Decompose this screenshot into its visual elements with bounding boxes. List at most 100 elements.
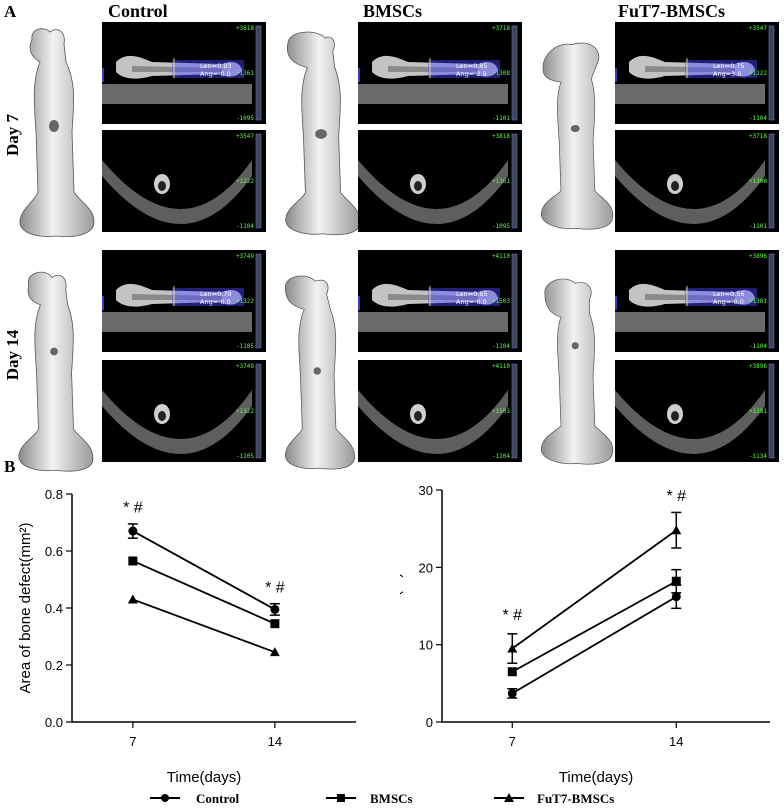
ct-scale-label: -1104 xyxy=(749,115,767,122)
ct-length-readout: Len=0.85 xyxy=(456,62,488,70)
ct-scale-label: +1503 xyxy=(492,298,510,305)
ct-scale-label: +1322 xyxy=(236,408,254,415)
data-point-bmscs xyxy=(270,619,280,629)
legend-item-fut7-bmscs: FuT7-BMSCs xyxy=(494,791,614,806)
ct-panel-axial-3-2: +3896 +1381 -1134 xyxy=(615,360,779,462)
y-tick-label: 0.2 xyxy=(45,658,63,673)
series-line-control xyxy=(132,530,276,611)
y-tick-label: 20 xyxy=(419,560,433,575)
ct-scale-label: -1104 xyxy=(236,223,254,230)
panel-label-b: B xyxy=(4,457,16,476)
femur-3d-render-control-day7 xyxy=(19,28,95,238)
data-point-fut7-bmscs xyxy=(127,594,138,604)
ct-scale-label: +1308 xyxy=(749,178,767,185)
ct-scale-label: +1361 xyxy=(236,70,254,77)
ct-angle-readout: Ang=-0.0 xyxy=(200,70,231,78)
column-header-bmscs: BMSCs xyxy=(363,1,423,21)
ct-scale-label: +3896 xyxy=(749,363,767,370)
ct-angle-readout: Ang=3.0 xyxy=(713,70,741,78)
data-point-control xyxy=(507,688,517,698)
ct-scale-label: +1361 xyxy=(492,178,510,185)
ct-scale-label: +1381 xyxy=(749,298,767,305)
chart-bv-tv: 0 10 20 30 7 14 Time(days) BV/TV(%) * # * # xyxy=(400,483,770,786)
legend: Control BMSCs FuT7-BMSCs xyxy=(150,791,614,806)
data-point-bmscs xyxy=(128,556,138,566)
ct-scale-label: +4110 xyxy=(492,363,510,370)
y-tick-label: 0.8 xyxy=(45,487,63,502)
legend-label-control: Control xyxy=(196,791,239,806)
x-tick-label: 14 xyxy=(669,734,683,749)
femur-3d-render-fut7-day14 xyxy=(540,278,614,465)
ct-panel-axial-1-2: +3718 +1308 -1101 xyxy=(615,130,779,232)
ct-angle-readout: Ang=-0.0 xyxy=(456,298,487,306)
column-header-control: Control xyxy=(108,1,168,21)
y-tick-label: 0.6 xyxy=(45,544,63,559)
ct-scale-label: -1101 xyxy=(749,223,767,230)
data-point-fut7-bmscs xyxy=(671,525,682,535)
femur-3d-render-control-day14 xyxy=(18,271,94,472)
series-line-fut7-bmscs xyxy=(132,598,276,654)
significance-annotation: * # xyxy=(666,488,686,505)
ct-scale-label: +3749 xyxy=(236,253,254,260)
data-point-fut7-bmscs xyxy=(269,647,280,657)
series-line-bmscs xyxy=(132,560,276,625)
ct-length-readout: Len=0.75 xyxy=(713,62,745,70)
series-line-fut7-bmscs xyxy=(511,529,677,650)
series-line-bmscs xyxy=(511,580,677,673)
ct-scale-label: +3718 xyxy=(492,25,510,32)
y-tick-label: 0.0 xyxy=(45,715,63,730)
y-axis-label: Area of bone defect(mm²) xyxy=(17,523,34,694)
panel-label-a: A xyxy=(4,2,17,21)
ct-length-readout: Len=0.56 xyxy=(713,290,745,298)
ct-scale-label: +3818 xyxy=(492,133,510,140)
ct-angle-readout: Ang=-0.0 xyxy=(200,298,231,306)
y-tick-label: 30 xyxy=(419,483,433,498)
x-tick-label: 7 xyxy=(129,734,136,749)
ct-length-readout: Len=0.70 xyxy=(200,290,232,298)
ct-scale-label: +1322 xyxy=(236,298,254,305)
ct-panel-axial-3-0: +3749 +1322 -1105 xyxy=(102,360,266,462)
legend-item-bmscs: BMSCs xyxy=(326,791,413,806)
ct-angle-readout: Ang=-2.9 xyxy=(456,70,487,78)
y-tick-label: 10 xyxy=(419,638,433,653)
ct-scale-label: -1104 xyxy=(492,453,510,460)
ct-length-readout: Len=0.93 xyxy=(200,62,232,70)
y-tick-label: 0.4 xyxy=(45,601,63,616)
femur-3d-render-bmscs-day7 xyxy=(285,31,361,236)
y-axis-label: BV/TV(%) xyxy=(400,573,404,640)
data-point-bmscs xyxy=(671,576,681,586)
data-point-fut7-bmscs xyxy=(507,643,518,653)
ct-scale-label: -1095 xyxy=(236,115,254,122)
ct-panel-axial-1-0: +3547 +1222 -1104 xyxy=(102,130,266,232)
ct-scale-label: -1095 xyxy=(492,223,510,230)
legend-label-fut7-bmscs: FuT7-BMSCs xyxy=(537,791,614,806)
ct-scale-label: -1134 xyxy=(749,453,767,460)
significance-annotation: * # xyxy=(265,579,285,596)
significance-annotation: * # xyxy=(502,607,522,624)
series-line-control xyxy=(511,595,677,695)
ct-scale-label: -1104 xyxy=(749,343,767,350)
data-point-bmscs xyxy=(507,667,517,677)
ct-scale-label: +4110 xyxy=(492,253,510,260)
ct-scale-label: +1381 xyxy=(749,408,767,415)
ct-scale-label: +3818 xyxy=(236,25,254,32)
ct-scale-label: +3547 xyxy=(749,25,767,32)
data-point-control xyxy=(128,526,138,536)
significance-annotation: * # xyxy=(123,500,143,517)
ct-scale-label: -1105 xyxy=(236,343,254,350)
femur-3d-render-fut7-day7 xyxy=(540,42,614,230)
column-header-fut7-bmscs: FuT7-BMSCs xyxy=(618,1,726,21)
data-point-control xyxy=(671,592,681,602)
ct-scale-label: -1105 xyxy=(236,453,254,460)
chart-bone-defect-area: 0.0 0.2 0.4 0.6 0.8 7 14 Time(days) Area of bone… xyxy=(17,487,356,786)
ct-angle-readout: Ang=-0.0 xyxy=(713,298,744,306)
legend-item-control: Control xyxy=(150,791,239,806)
ct-scale-label: +1222 xyxy=(749,70,767,77)
ct-scale-label: +3547 xyxy=(236,133,254,140)
ct-scale-label: +3749 xyxy=(236,363,254,370)
legend-label-bmscs: BMSCs xyxy=(370,791,413,806)
